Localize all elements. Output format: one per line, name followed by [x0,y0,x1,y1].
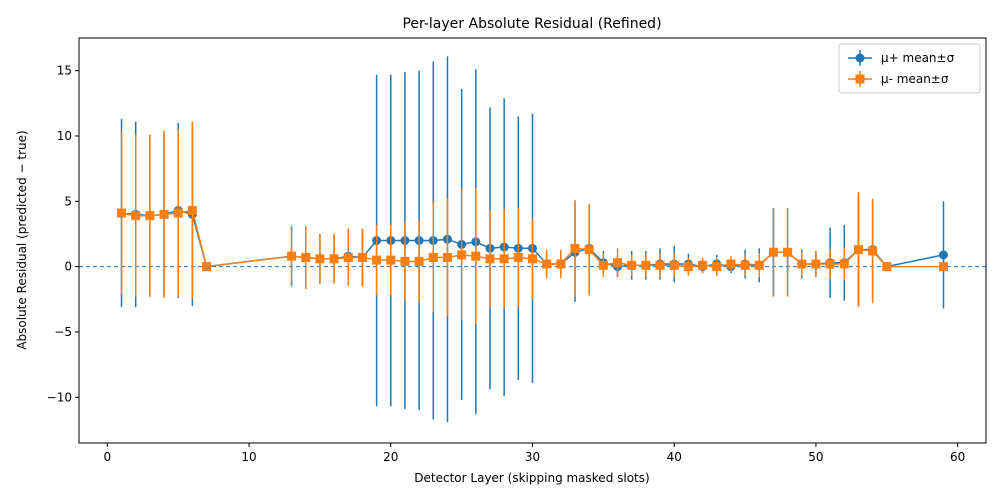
x-axis: 0 10 20 30 40 50 60 [104,443,965,464]
data-point [159,209,169,219]
data-point [683,262,693,272]
legend-marker-mu-plus [855,53,865,63]
data-point [882,262,892,272]
data-point [655,260,665,270]
data-point [938,250,948,260]
data-point [868,246,878,256]
data-point [315,254,325,264]
chart-title: Per-layer Absolute Residual (Refined) [402,16,661,32]
data-point [187,205,197,215]
x-axis-label: Detector Layer (skipping masked slots) [414,471,649,485]
data-point [400,256,410,266]
series-mu-minus [117,121,948,325]
x-tick-label: 40 [667,450,682,464]
y-tick-label: 15 [57,64,72,78]
data-point [768,247,778,257]
y-tick-label: 0 [64,260,72,274]
data-point [202,262,212,272]
data-point [839,259,849,269]
data-point [528,254,537,264]
data-point [853,245,863,255]
data-point [938,262,948,272]
data-point [584,245,594,255]
data-point [641,260,651,270]
data-point [556,259,566,269]
data-point [301,252,311,262]
data-point [797,259,807,269]
data-point [726,259,736,269]
x-tick-label: 0 [104,450,112,464]
data-point [485,254,495,264]
data-point [712,262,722,272]
legend-marker-mu-minus [855,74,865,84]
data-point [329,254,339,264]
x-tick-label: 20 [383,450,398,464]
legend-box [838,43,981,94]
data-point [740,260,750,270]
data-point [698,260,708,270]
data-point [173,208,183,218]
data-point [669,260,679,270]
y-tick-label: −10 [47,390,72,404]
data-point [386,255,396,265]
data-point [811,259,821,269]
legend-label-mu-plus: μ+ mean±σ [881,51,955,65]
data-point [825,259,835,269]
data-point [428,252,438,262]
y-axis: −10 −5 0 5 10 15 [47,64,79,404]
plot-area [79,56,986,423]
x-tick-label: 60 [950,450,965,464]
data-point [627,260,637,270]
data-point [343,252,353,262]
data-point [287,251,297,261]
data-point [471,251,481,261]
data-point [372,255,382,265]
x-tick-label: 10 [241,450,256,464]
data-point [442,252,452,262]
data-point [598,260,608,270]
data-point [542,259,552,269]
y-tick-label: 10 [57,129,72,143]
y-axis-label: Absolute Residual (predicted − true) [15,130,29,349]
x-tick-label: 30 [525,450,540,464]
data-point [357,252,367,262]
data-point [783,247,793,257]
data-point [499,254,509,264]
data-point [513,252,523,262]
y-tick-label: 5 [64,194,72,208]
data-point [613,258,623,268]
x-tick-label: 50 [808,450,823,464]
legend: μ+ mean±σ μ- mean±σ [838,43,981,94]
data-point [117,208,127,218]
data-point [754,260,764,270]
data-point [570,243,580,253]
data-point [457,250,467,260]
data-point [414,256,424,266]
legend-label-mu-minus: μ- mean±σ [881,72,949,86]
data-point [145,211,155,221]
data-point [131,211,141,221]
y-tick-label: −5 [54,325,72,339]
